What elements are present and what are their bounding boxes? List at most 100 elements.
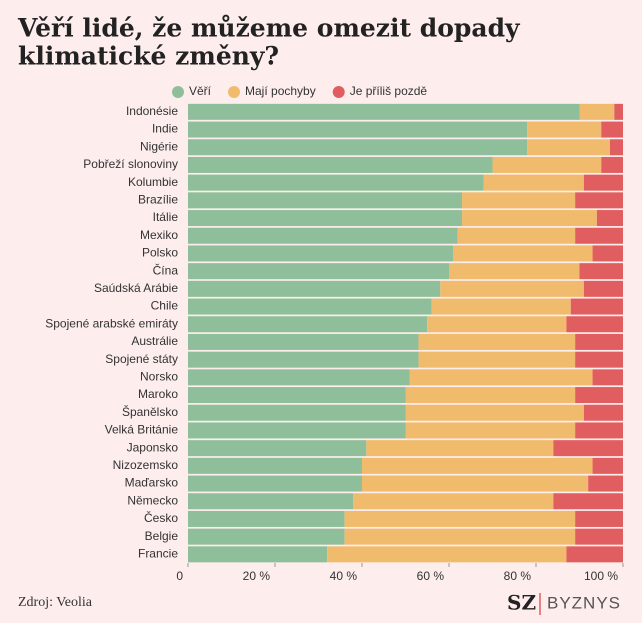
bar-segment: [188, 263, 449, 280]
y-tick-label: Velká Británie: [105, 423, 179, 437]
y-tick-label: Španělsko: [122, 404, 178, 419]
bar-segment: [440, 280, 584, 297]
bar-segment: [570, 298, 623, 315]
bar-segment: [592, 245, 623, 262]
bar-segment: [583, 404, 623, 421]
bar-segment: [579, 103, 615, 120]
bar-segment: [609, 139, 623, 156]
y-tick-label: Pobřeží slonoviny: [83, 157, 178, 171]
chart-title: Věří lidé, že můžeme omezit dopady: [17, 14, 521, 43]
bar-segment: [592, 369, 623, 386]
bar-segment: [344, 510, 576, 527]
y-tick-label: Itálie: [153, 210, 179, 224]
y-tick-label: Kolumbie: [128, 175, 178, 189]
bar-segment: [188, 121, 528, 138]
bar-segment: [188, 174, 484, 191]
bar-segment: [362, 457, 593, 474]
bar-segment: [453, 245, 593, 262]
bar-segment: [579, 263, 623, 280]
bar-segment: [553, 493, 623, 510]
bar-segment: [462, 192, 576, 209]
bar-segment: [188, 510, 345, 527]
bar-segment: [583, 174, 623, 191]
bar-segment: [188, 103, 580, 120]
bar-segment: [327, 546, 567, 563]
bar-segment: [188, 387, 406, 404]
x-tick-label: 100 %: [584, 569, 618, 583]
bar-segment: [527, 139, 610, 156]
bar-segment: [188, 528, 345, 545]
bar-segment: [566, 546, 623, 563]
y-tick-label: Nizozemsko: [113, 458, 179, 472]
bar-segment: [188, 139, 528, 156]
bar-segment: [344, 528, 576, 545]
legend-label: Věří: [189, 84, 212, 98]
bar-segment: [575, 528, 623, 545]
bar-segment: [188, 210, 463, 227]
bar-segment: [405, 387, 576, 404]
bar-segment: [188, 280, 441, 297]
bar-segment: [405, 422, 576, 439]
bar-segment: [483, 174, 584, 191]
bar-segment: [614, 103, 623, 120]
y-tick-label: Mexiko: [140, 228, 178, 242]
y-tick-label: Česko: [144, 510, 178, 525]
x-tick-label: 80 %: [504, 569, 532, 583]
bar-segment: [188, 475, 362, 492]
y-tick-label: Chile: [151, 299, 179, 313]
bar-segment: [188, 333, 419, 350]
y-tick-label: Indonésie: [126, 104, 178, 118]
bar-segment: [188, 440, 367, 457]
bar-segment: [588, 475, 623, 492]
bar-segment: [362, 475, 589, 492]
chart-title: klimatické změny?: [18, 42, 279, 71]
bar-segment: [188, 192, 463, 209]
bar-segment: [366, 440, 554, 457]
logo: SZ: [507, 591, 536, 615]
source: Zdroj: Veolia: [18, 595, 93, 610]
bar-segment: [596, 210, 623, 227]
bar-segment: [353, 493, 554, 510]
y-tick-label: Německo: [127, 493, 178, 507]
y-tick-label: Norsko: [140, 370, 178, 384]
bar-segment: [427, 316, 567, 333]
bar-segment: [418, 351, 576, 368]
x-tick-label: 0: [176, 569, 183, 583]
bar-segment: [188, 422, 406, 439]
bar-segment: [449, 263, 580, 280]
y-tick-label: Brazílie: [138, 193, 178, 207]
y-tick-label: Indie: [152, 122, 178, 136]
bar-segment: [575, 351, 623, 368]
y-tick-label: Polsko: [142, 246, 178, 260]
legend-label: Je příliš pozdě: [350, 84, 428, 98]
bar-segment: [575, 422, 623, 439]
y-tick-label: Maďarsko: [125, 476, 179, 490]
y-tick-label: Francie: [138, 547, 178, 561]
bar-segment: [492, 156, 602, 173]
x-tick-label: 60 %: [417, 569, 445, 583]
bar-segment: [188, 404, 406, 421]
bar-segment: [601, 121, 623, 138]
bar-segment: [188, 227, 458, 244]
bar-segment: [418, 333, 576, 350]
bar-segment: [575, 227, 623, 244]
y-tick-label: Japonsko: [127, 440, 179, 454]
bar-segment: [527, 121, 602, 138]
y-tick-label: Čína: [153, 262, 179, 277]
y-tick-label: Nigérie: [140, 139, 178, 153]
x-tick-label: 40 %: [330, 569, 358, 583]
y-tick-label: Spojené státy: [105, 352, 178, 366]
bar-segment: [553, 440, 623, 457]
bar-segment: [575, 387, 623, 404]
bar-segment: [188, 546, 328, 563]
y-tick-label: Austrálie: [131, 334, 178, 348]
bar-segment: [188, 351, 419, 368]
bar-segment: [188, 298, 432, 315]
bar-segment: [457, 227, 576, 244]
y-tick-label: Saúdská Arábie: [94, 281, 178, 295]
bar-segment: [575, 333, 623, 350]
legend-label: Mají pochyby: [245, 84, 316, 98]
bar-segment: [431, 298, 571, 315]
bar-segment: [592, 457, 623, 474]
